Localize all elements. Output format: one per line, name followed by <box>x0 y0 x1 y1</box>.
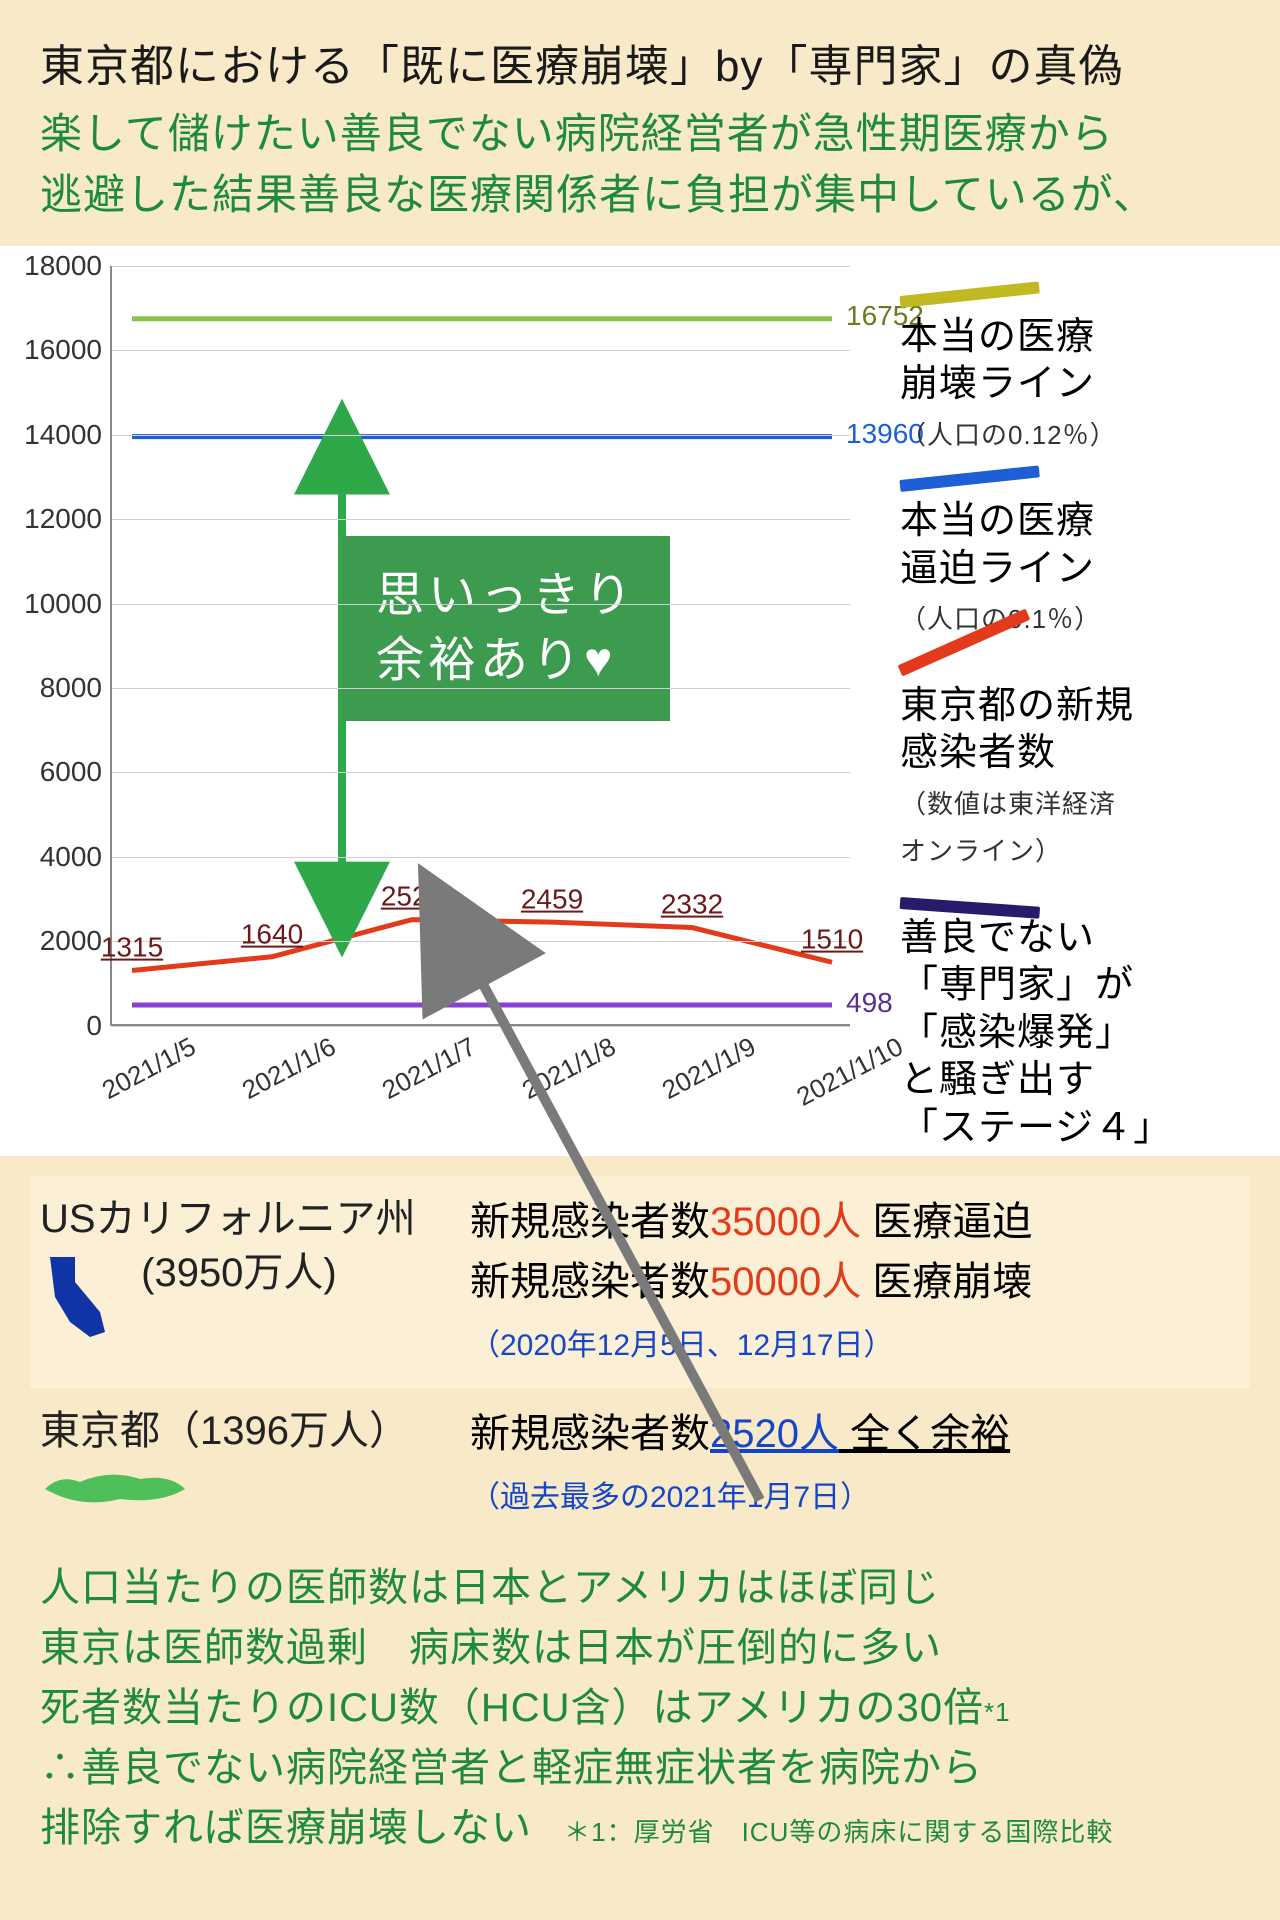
grid-line <box>112 435 850 436</box>
compare-section: USカリフォルニア州 (3950万人) 新規感染者数35000人 医療逼迫 新規… <box>0 1156 1280 1544</box>
compare-california: USカリフォルニア州 (3950万人) 新規感染者数35000人 医療逼迫 新規… <box>30 1176 1250 1388</box>
data-point-label: 1510 <box>801 924 863 956</box>
data-point-label: 1640 <box>241 918 303 950</box>
chart-area: 思いっきり 余裕あり♥ 0200040006000800010000120001… <box>0 246 900 1156</box>
legend-bar-collapse <box>899 281 1039 308</box>
legend-bar-strain <box>899 466 1039 493</box>
chart-plot: 思いっきり 余裕あり♥ 0200040006000800010000120001… <box>110 266 850 1026</box>
x-tick-label: 2021/1/8 <box>513 1024 621 1106</box>
x-tick-label: 2021/1/7 <box>373 1024 481 1106</box>
legend-column: 本当の医療 崩壊ライン （人口の0.12％） 本当の医療 逼迫ライン （人口の0… <box>900 246 1280 1156</box>
y-tick-label: 0 <box>86 1010 112 1042</box>
callout-line-2: 余裕あり♥ <box>376 634 617 687</box>
grid-line <box>112 772 850 773</box>
compare-tokyo-right: 新規感染者数2520人 全く余裕 （過去最多の2021年1月7日） <box>470 1404 1240 1524</box>
y-tick-label: 12000 <box>24 503 112 535</box>
subtitle-line-1: 楽して儲けたい善良でない病院経営者が急性期医療から <box>40 110 1114 157</box>
compare-ca-right: 新規感染者数35000人 医療逼迫 新規感染者数50000人 医療崩壊 （202… <box>470 1192 1240 1372</box>
y-tick-label: 18000 <box>24 250 112 282</box>
legend-collapse-text: 本当の医療 崩壊ライン （人口の0.12％） <box>900 314 1260 457</box>
x-tick-label: 2021/1/6 <box>233 1024 341 1106</box>
footer-text: 人口当たりの医師数は日本とアメリカはほぼ同じ 東京は医師数過剰 病床数は日本が圧… <box>0 1544 1280 1858</box>
y-tick-label: 10000 <box>24 588 112 620</box>
chart-callout: 思いっきり 余裕あり♥ <box>342 536 670 722</box>
data-point-label: 2520 <box>381 881 443 913</box>
grid-line <box>112 941 850 942</box>
grid-line <box>112 266 850 267</box>
data-point-label: 2332 <box>661 889 723 921</box>
grid-line <box>112 688 850 689</box>
data-point-label: 1315 <box>101 932 163 964</box>
grid-line <box>112 604 850 605</box>
y-tick-label: 4000 <box>40 841 112 873</box>
grid-line <box>112 350 850 351</box>
legend-collapse: 本当の医療 崩壊ライン （人口の0.12％） <box>900 296 1260 457</box>
series-end-label: 498 <box>846 987 893 1019</box>
legend-stage4: 善良でない 「専門家」が 「感染爆発」 と騒ぎ出す 「ステージ４」 <box>900 897 1260 1153</box>
compare-ca-left: USカリフォルニア州 (3950万人) <box>40 1192 470 1356</box>
page-subtitle: 楽して儲けたい善良でない病院経営者が急性期医療から 逃避した結果善良な医療関係者… <box>0 104 1280 246</box>
chart-row: 思いっきり 余裕あり♥ 0200040006000800010000120001… <box>0 246 1280 1156</box>
legend-strain-text: 本当の医療 逼迫ライン （人口の0.1％） <box>900 498 1260 641</box>
legend-strain: 本当の医療 逼迫ライン （人口の0.1％） <box>900 480 1260 641</box>
grid-line <box>112 519 850 520</box>
compare-tokyo: 東京都（1396万人） 新規感染者数2520人 全く余裕 （過去最多の2021年… <box>30 1388 1250 1544</box>
california-map-icon <box>40 1252 120 1342</box>
callout-line-1: 思いっきり <box>376 569 636 622</box>
grid-line <box>112 857 850 858</box>
x-tick-label: 2021/1/9 <box>653 1024 761 1106</box>
compare-tokyo-left: 東京都（1396万人） <box>40 1404 470 1528</box>
y-tick-label: 16000 <box>24 334 112 366</box>
legend-tokyo: 東京都の新規 感染者数 （数値は東洋経済 オンライン） <box>900 665 1260 873</box>
legend-tokyo-text: 東京都の新規 感染者数 （数値は東洋経済 オンライン） <box>900 683 1260 873</box>
x-tick-label: 2021/1/10 <box>788 1024 908 1113</box>
page-title: 東京都における「既に医療崩壊」by「専門家」の真偽 <box>0 0 1280 104</box>
legend-stage4-text: 善良でない 「専門家」が 「感染爆発」 と騒ぎ出す 「ステージ４」 <box>900 915 1260 1153</box>
tokyo-map-icon <box>40 1464 190 1514</box>
y-tick-label: 14000 <box>24 419 112 451</box>
data-point-label: 2459 <box>521 884 583 916</box>
y-tick-label: 6000 <box>40 756 112 788</box>
y-tick-label: 8000 <box>40 672 112 704</box>
subtitle-line-2: 逃避した結果善良な医療関係者に負担が集中しているが、 <box>40 171 1156 218</box>
